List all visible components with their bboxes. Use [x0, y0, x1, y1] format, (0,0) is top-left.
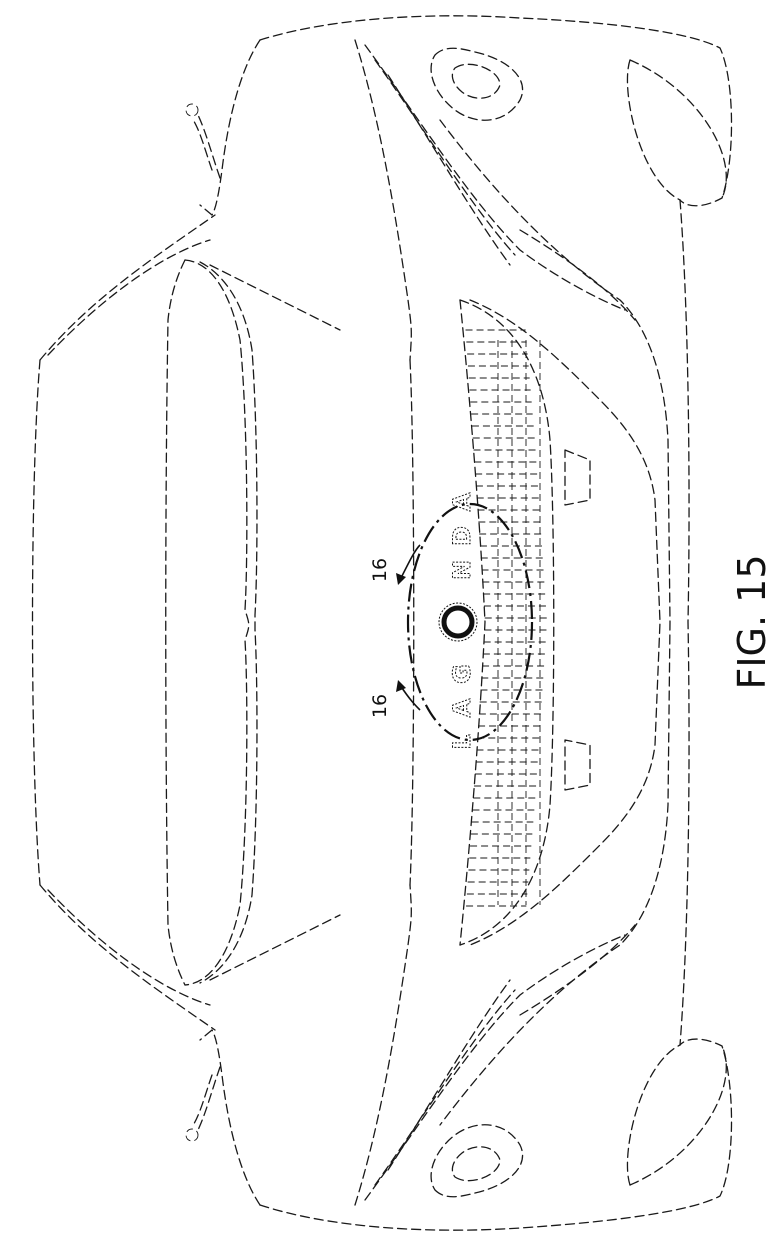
section-arrow-left: 16: [369, 680, 420, 718]
logo-letter: L: [448, 734, 476, 749]
logo-letter: A: [448, 698, 476, 717]
hood-lines: [355, 40, 625, 1205]
logo-letter: N: [448, 560, 476, 580]
logo-letter: A: [448, 492, 476, 511]
figure-caption: FIG. 15: [730, 554, 774, 689]
section-arrow-right: 16: [369, 545, 420, 585]
section-label: 16: [369, 558, 391, 582]
left-headlight: [431, 48, 522, 120]
right-headlight: [431, 1125, 522, 1197]
windshield: [33, 215, 341, 1030]
logo-emblem: [444, 608, 472, 636]
front-bumper: [440, 120, 670, 1125]
left-mirror: [186, 104, 220, 215]
right-fender: [627, 1045, 726, 1185]
left-lower-vent: [565, 450, 590, 505]
logo-letter: D: [448, 526, 476, 546]
grille-mesh: [466, 330, 550, 906]
section-label: 16: [369, 694, 391, 718]
right-mirror: [186, 1030, 220, 1141]
left-fender: [627, 60, 726, 200]
logo-letter: G: [448, 664, 476, 684]
logo-lettering: L A G N D A: [439, 492, 477, 749]
right-lower-vent: [565, 740, 590, 790]
